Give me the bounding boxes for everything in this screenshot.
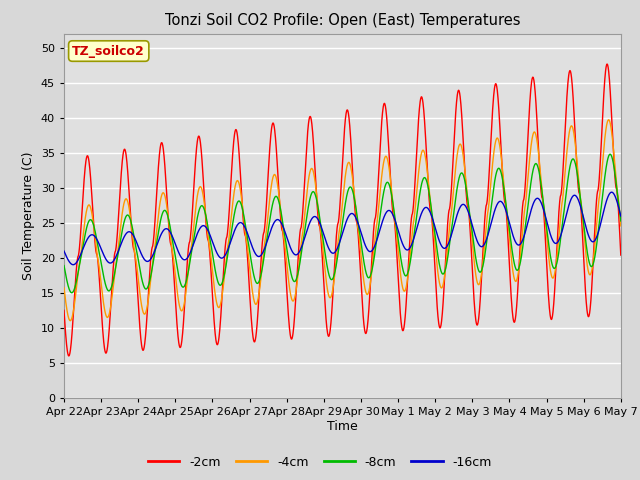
Legend: -2cm, -4cm, -8cm, -16cm: -2cm, -4cm, -8cm, -16cm <box>143 451 497 474</box>
Text: TZ_soilco2: TZ_soilco2 <box>72 45 145 58</box>
Title: Tonzi Soil CO2 Profile: Open (East) Temperatures: Tonzi Soil CO2 Profile: Open (East) Temp… <box>164 13 520 28</box>
X-axis label: Time: Time <box>327 420 358 433</box>
Y-axis label: Soil Temperature (C): Soil Temperature (C) <box>22 152 35 280</box>
